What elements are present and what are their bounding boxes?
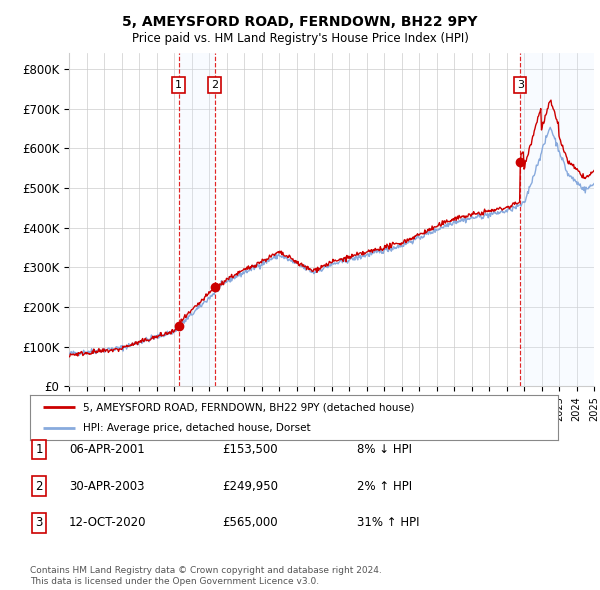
Text: £153,500: £153,500: [222, 443, 278, 456]
Text: 5, AMEYSFORD ROAD, FERNDOWN, BH22 9PY: 5, AMEYSFORD ROAD, FERNDOWN, BH22 9PY: [122, 15, 478, 29]
Text: 06-APR-2001: 06-APR-2001: [69, 443, 145, 456]
Text: 2: 2: [211, 80, 218, 90]
Text: £249,950: £249,950: [222, 480, 278, 493]
Bar: [179, 53, 215, 386]
Text: £565,000: £565,000: [222, 516, 278, 529]
Text: 5, AMEYSFORD ROAD, FERNDOWN, BH22 9PY (detached house): 5, AMEYSFORD ROAD, FERNDOWN, BH22 9PY (d…: [83, 402, 414, 412]
Text: 1: 1: [35, 443, 43, 456]
Text: HPI: Average price, detached house, Dorset: HPI: Average price, detached house, Dors…: [83, 422, 310, 432]
Text: 1: 1: [175, 80, 182, 90]
Text: This data is licensed under the Open Government Licence v3.0.: This data is licensed under the Open Gov…: [30, 577, 319, 586]
Text: 3: 3: [517, 80, 524, 90]
Text: Price paid vs. HM Land Registry's House Price Index (HPI): Price paid vs. HM Land Registry's House …: [131, 32, 469, 45]
Bar: [520, 53, 594, 386]
Text: 31% ↑ HPI: 31% ↑ HPI: [357, 516, 419, 529]
Text: 12-OCT-2020: 12-OCT-2020: [69, 516, 146, 529]
Text: 8% ↓ HPI: 8% ↓ HPI: [357, 443, 412, 456]
Text: 30-APR-2003: 30-APR-2003: [69, 480, 145, 493]
Text: Contains HM Land Registry data © Crown copyright and database right 2024.: Contains HM Land Registry data © Crown c…: [30, 566, 382, 575]
Text: 3: 3: [35, 516, 43, 529]
Text: 2: 2: [35, 480, 43, 493]
Text: 2% ↑ HPI: 2% ↑ HPI: [357, 480, 412, 493]
